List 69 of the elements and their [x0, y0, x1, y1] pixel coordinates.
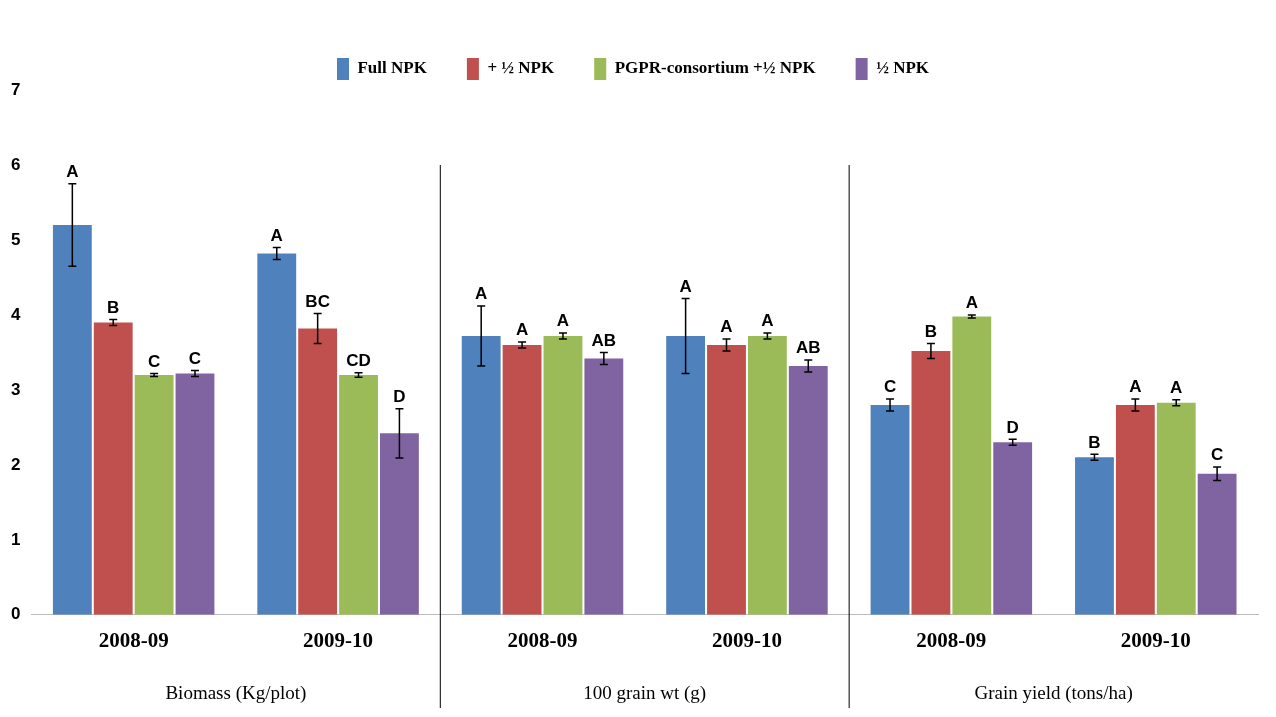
bar — [502, 344, 542, 615]
bar — [134, 374, 174, 615]
text: Grain yield (tons/ha) — [974, 682, 1133, 705]
data-label: A — [556, 311, 570, 331]
data-label: A — [1170, 377, 1183, 397]
bar — [1115, 404, 1155, 615]
x-tick-label: 2008-09 — [507, 627, 578, 652]
data-label: A — [679, 276, 692, 296]
data-label: C — [147, 351, 161, 371]
text: 100 grain wt (g) — [583, 682, 707, 705]
bar — [747, 335, 787, 615]
data-label: A — [720, 317, 733, 337]
bar — [707, 344, 746, 615]
legend-label: PGPR-consortium +½ NPK — [614, 58, 817, 78]
bar — [993, 442, 1033, 615]
text: Biomass (Kg/plot) — [165, 682, 307, 705]
data-label: CD — [346, 350, 371, 370]
data-label: B — [107, 297, 120, 317]
x-tick-label: 2008-09 — [916, 627, 987, 652]
bar — [298, 328, 338, 615]
data-label: A — [761, 311, 774, 331]
data-label: A — [515, 320, 529, 340]
x-tick-label: 2009-10 — [711, 627, 782, 652]
bar — [666, 335, 706, 615]
data-label: A — [66, 161, 79, 181]
bar — [52, 224, 92, 615]
data-label: D — [1006, 417, 1019, 437]
y-tick-label: 5 — [10, 229, 21, 249]
bar — [339, 374, 378, 615]
bar — [380, 433, 419, 615]
bar — [1197, 473, 1237, 615]
bar — [543, 335, 583, 615]
data-label: A — [965, 293, 978, 313]
legend-label: ½ NPK — [876, 58, 930, 78]
data-label: A — [1129, 377, 1142, 397]
data-label: A — [270, 225, 283, 245]
legend-label: + ½ NPK — [487, 58, 555, 78]
y-tick-label: 7 — [10, 79, 21, 99]
bar — [175, 373, 215, 615]
bar — [1156, 402, 1196, 615]
data-label: D — [393, 386, 406, 406]
data-label: AB — [591, 330, 617, 350]
bar — [911, 350, 951, 615]
data-label: C — [188, 348, 202, 368]
x-tick-label: 2009-10 — [303, 627, 374, 652]
y-tick-label: 2 — [10, 454, 21, 474]
data-label: B — [1088, 432, 1101, 452]
x-tick-label: 2008-09 — [98, 627, 169, 652]
bar — [584, 358, 624, 615]
y-tick-label: 1 — [10, 529, 21, 549]
y-tick-label: 0 — [10, 604, 21, 624]
y-tick-label: 4 — [10, 304, 21, 324]
bar — [870, 404, 910, 615]
data-label: AB — [795, 338, 821, 358]
data-label: A — [475, 284, 488, 304]
data-label: C — [1210, 445, 1224, 465]
data-label: BC — [305, 291, 330, 311]
bar — [257, 253, 297, 615]
y-tick-label: 3 — [10, 379, 21, 399]
bar — [1075, 457, 1114, 615]
bar — [788, 365, 828, 615]
y-tick-label: 6 — [10, 154, 21, 174]
legend-label: Full NPK — [357, 58, 428, 78]
bar — [952, 316, 992, 615]
data-label: C — [883, 377, 897, 397]
data-label: B — [924, 321, 938, 341]
bar — [93, 322, 133, 615]
bar — [461, 335, 501, 615]
x-tick-label: 2009-10 — [1120, 627, 1191, 652]
